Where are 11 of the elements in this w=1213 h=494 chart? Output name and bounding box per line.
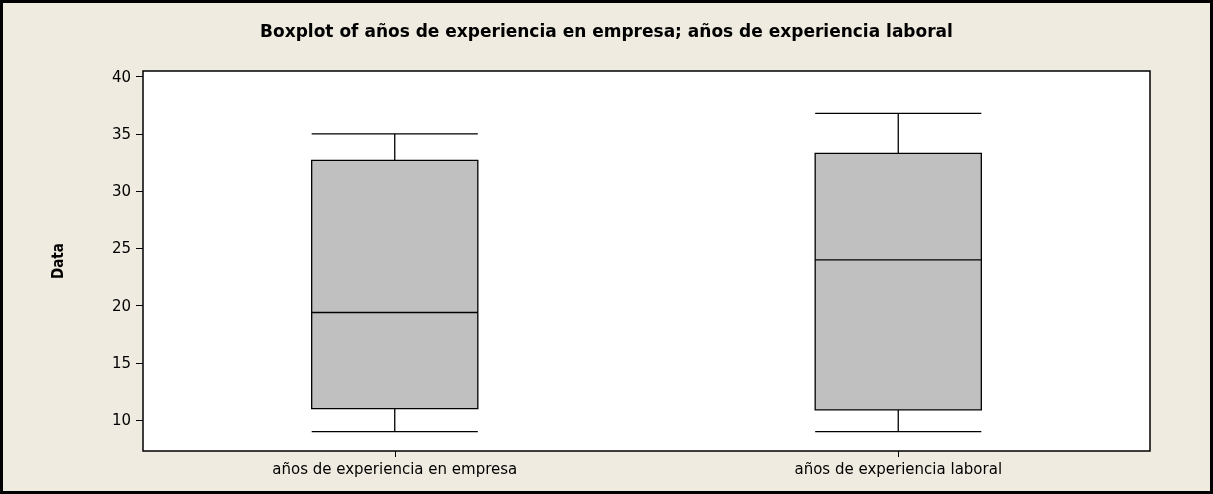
x-tick-label: años de experiencia laboral <box>794 459 1003 478</box>
y-tick-label: 20 <box>111 296 131 315</box>
y-tick-label: 25 <box>111 239 131 258</box>
y-tick-label: 35 <box>111 124 131 143</box>
y-tick-label: 15 <box>111 353 131 372</box>
x-tick-label: años de experiencia en empresa <box>272 459 518 478</box>
y-tick-label: 40 <box>111 67 131 86</box>
chart-title: Boxplot of años de experiencia en empresa; años de experiencia laboral <box>260 20 953 41</box>
y-axis-title: Data <box>48 243 67 279</box>
y-tick-label: 30 <box>111 182 131 201</box>
y-tick-label: 10 <box>111 411 131 430</box>
